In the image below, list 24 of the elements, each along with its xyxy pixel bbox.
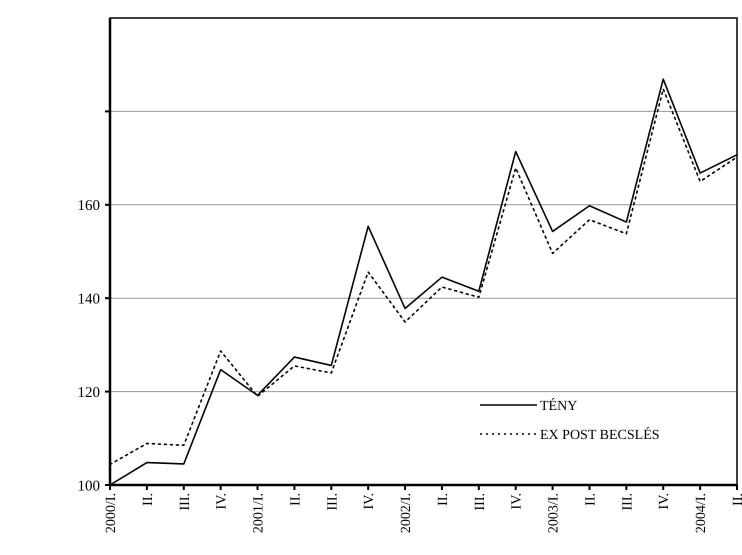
x-tick-label: IV. — [214, 493, 230, 510]
x-tick-label: 2003/I. — [546, 493, 562, 534]
y-tick-label: 160 — [78, 198, 100, 214]
x-tick-label: IV. — [510, 493, 525, 510]
x-tick-label: II. — [288, 493, 304, 506]
x-tick-label: III. — [178, 493, 193, 510]
x-tick-label: III. — [325, 493, 340, 510]
x-tick-label: 2000/I. — [104, 493, 119, 534]
x-tick-label: III. — [620, 493, 636, 510]
x-tick-label: II. — [583, 493, 598, 506]
legend-label: EX POST BECSLÉS — [540, 426, 660, 443]
x-tick-label: II. — [436, 493, 451, 506]
x-tick-label: 2004/I. — [694, 493, 710, 534]
x-tick-label: 2002/I. — [399, 493, 414, 534]
y-tick-label: 140 — [78, 291, 100, 308]
x-tick-label: II. — [140, 493, 156, 506]
y-tick-label: 100 — [78, 478, 100, 494]
x-tick-label: IV. — [362, 493, 378, 510]
y-tick-label: 120 — [78, 384, 100, 401]
legend-label: TÉNY — [540, 396, 578, 414]
x-tick-label: IV. — [657, 493, 672, 510]
x-tick-label: III. — [472, 493, 488, 510]
x-tick-label: 2001/I. — [252, 493, 267, 534]
x-tick-label: II. — [731, 493, 742, 506]
